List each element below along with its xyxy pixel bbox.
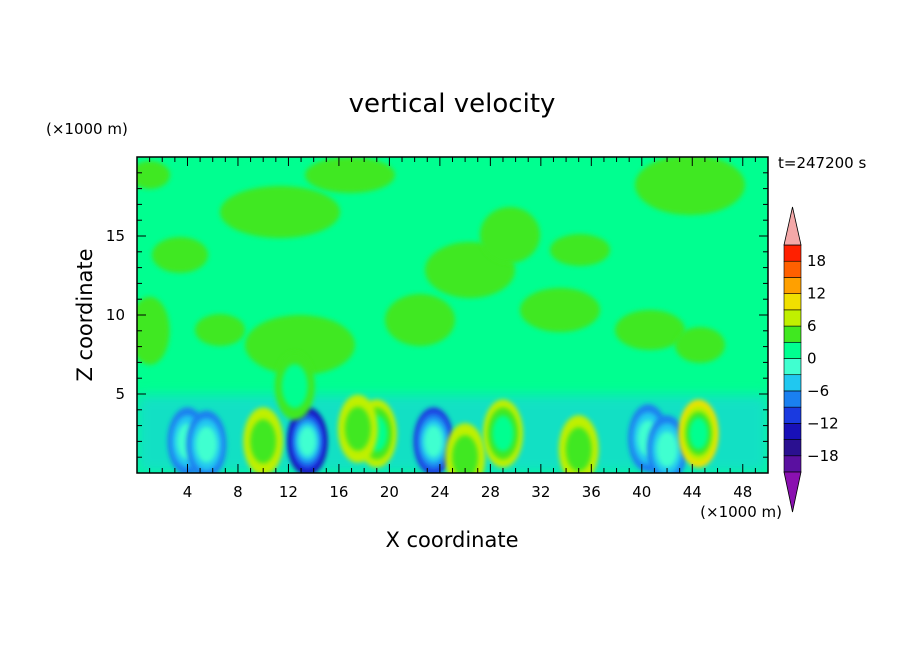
colorbar-under-arrow [783,471,802,513]
velocity-feature [558,415,599,473]
colorbar-swatch [783,423,802,440]
x-tick-label: 20 [380,483,399,501]
feature-contour [250,419,277,464]
x-tick-label: 36 [582,483,601,501]
colorbar-swatch [783,374,802,392]
velocity-feature [337,394,378,463]
velocity-feature [274,352,315,421]
velocity-feature [243,407,284,473]
y-axis-label: Z coordinate [73,248,97,381]
velocity-feature [445,423,486,473]
colorbar-swatch [783,439,802,457]
texture-patch [305,157,395,193]
texture-patch [520,288,600,332]
colorbar-tick-label: −18 [807,447,839,465]
velocity-feature [482,399,523,468]
colorbar-swatch [783,244,802,262]
colorbar-swatch [783,341,802,359]
x-tick-label: 12 [279,483,298,501]
x-axis-label: X coordinate [385,528,518,552]
x-tick-label: 16 [329,483,348,501]
x-axis: 4 8 12 16 20 24 28 32 36 40 44 48 [149,157,769,501]
x-tick-label: 8 [233,483,243,501]
colorbar-tick-label: 6 [807,317,817,335]
y-tick-label: 10 [106,306,125,324]
colorbar-tick-label: 18 [807,252,826,270]
colorbar-swatch [783,325,802,343]
chart-title: vertical velocity [349,89,556,119]
texture-patch [245,315,355,375]
velocity-feature [287,407,328,473]
colorbar-tick-label: −12 [807,414,839,432]
texture-patch [615,310,685,350]
feature-contour [424,425,444,458]
x-tick-label: 28 [481,483,500,501]
colorbar-tick-label: 12 [807,285,826,303]
plot-area [137,157,768,473]
texture-patch [220,186,340,238]
y-unit-label: (×1000 m) [46,120,128,138]
texture-patch [385,294,455,346]
colorbar-swatch [783,293,802,311]
x-tick-label: 4 [183,483,193,501]
velocity-feature [413,407,454,473]
texture-patch [195,314,245,346]
texture-patch [550,234,610,266]
colorbar-tick-label: −6 [807,382,829,400]
x-tick-label: 48 [733,483,752,501]
x-unit-label: (×1000 m) [700,503,782,521]
x-tick-label: 44 [683,483,702,501]
y-tick-label: 5 [115,385,125,403]
texture-patch [137,161,170,189]
texture-patch [152,237,208,273]
feature-contour [137,296,170,365]
x-tick-label: 32 [531,483,550,501]
feature-contour [344,406,371,451]
feature-contour [452,435,479,473]
y-tick-label: 15 [106,227,125,245]
colorbar-swatch [783,455,802,473]
velocity-feature [647,415,688,473]
colorbar: −18 −12 −6 0 6 12 18 [783,206,839,513]
colorbar-swatch [783,277,802,294]
feature-contour [195,426,218,463]
x-tick-label: 40 [632,483,651,501]
time-label: t=247200 s [778,154,866,172]
colorbar-swatch [783,390,802,408]
texture-patch [480,207,540,263]
feature-contour [298,426,317,457]
colorbar-tick-label: 0 [807,350,817,368]
velocity-feature [186,410,227,473]
feature-contour [656,431,678,468]
texture-patch [635,157,745,215]
colorbar-over-arrow [783,206,802,246]
velocity-feature [678,399,719,468]
colorbar-swatch [783,406,802,424]
feature-contour [565,427,592,472]
feature-contour [492,415,514,452]
colorbar-swatch [783,358,802,376]
feature-contour [281,364,308,409]
colorbar-swatch [783,260,802,278]
velocity-feature [137,296,170,365]
colorbar-swatch [783,309,802,327]
x-tick-label: 24 [430,483,449,501]
y-axis: 5 10 15 [106,156,768,458]
texture-patch [675,327,725,363]
feature-contour [689,417,709,450]
